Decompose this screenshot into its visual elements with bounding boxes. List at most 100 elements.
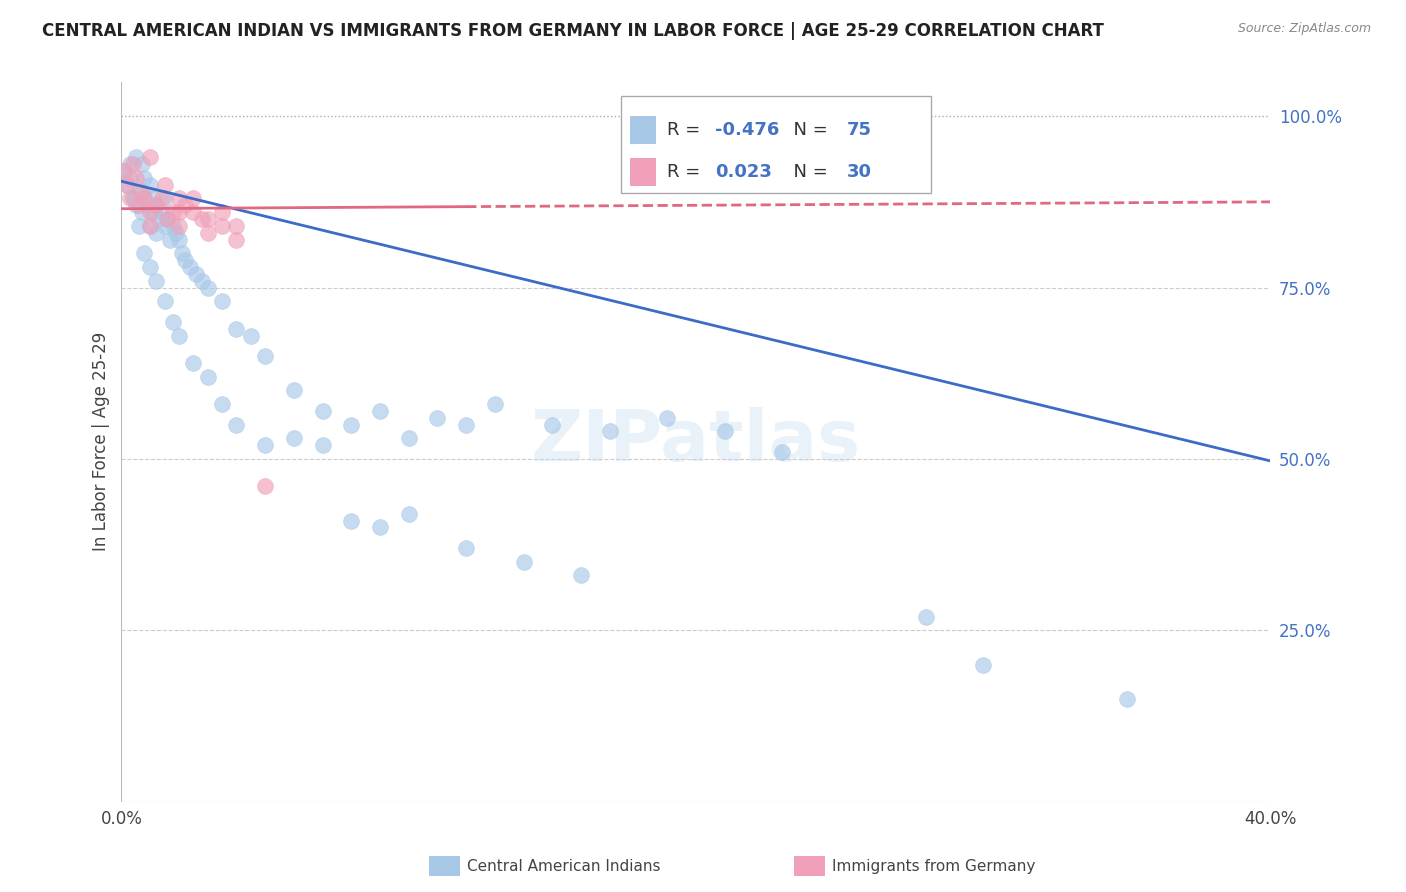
Text: ZIPatlas: ZIPatlas [531, 408, 860, 476]
Point [145, 198, 167, 212]
Text: N =: N = [782, 163, 834, 181]
Text: -0.476: -0.476 [716, 121, 780, 139]
Point [239, 328, 262, 343]
Point [145, 226, 167, 240]
Point [283, 384, 305, 398]
Y-axis label: In Labor Force | Age 25-29: In Labor Force | Age 25-29 [93, 332, 110, 551]
Point [131, 157, 153, 171]
Point [134, 191, 156, 205]
Point [162, 315, 184, 329]
Text: 0.023: 0.023 [716, 163, 772, 181]
Point [254, 479, 277, 493]
Point [134, 191, 156, 205]
Point [484, 397, 506, 411]
Point [173, 198, 195, 212]
Text: 75: 75 [846, 121, 872, 139]
Point [368, 404, 391, 418]
Point [131, 205, 153, 219]
Point [1115, 691, 1137, 706]
Point [541, 417, 564, 432]
Point [512, 555, 534, 569]
Point [122, 191, 145, 205]
Point [225, 233, 247, 247]
Point [139, 178, 162, 192]
Point [426, 410, 449, 425]
Point [398, 431, 420, 445]
Point [972, 657, 994, 672]
Point [148, 212, 170, 227]
Point [340, 514, 363, 528]
Point [156, 212, 179, 227]
Point [128, 198, 150, 212]
Point [311, 438, 333, 452]
Point [254, 349, 277, 363]
Point [914, 609, 936, 624]
Point [136, 198, 159, 212]
Point [115, 178, 138, 192]
Bar [621, 96, 932, 194]
Point [128, 219, 150, 233]
Point [211, 205, 233, 219]
Bar [630, 158, 655, 186]
Point [145, 198, 167, 212]
Point [162, 205, 184, 219]
Point [125, 198, 148, 212]
Point [122, 191, 145, 205]
Text: R =: R = [668, 163, 711, 181]
Point [167, 328, 190, 343]
Point [153, 178, 176, 192]
Point [165, 226, 187, 240]
Point [125, 150, 148, 164]
Point [197, 212, 219, 227]
Point [181, 205, 204, 219]
Point [134, 246, 156, 260]
Point [770, 445, 793, 459]
Point [167, 205, 190, 219]
Point [159, 233, 181, 247]
Text: N =: N = [782, 121, 834, 139]
Point [162, 219, 184, 233]
Text: Central American Indians: Central American Indians [467, 859, 661, 873]
Point [225, 321, 247, 335]
Point [713, 425, 735, 439]
Point [254, 438, 277, 452]
Point [156, 212, 179, 227]
Point [225, 417, 247, 432]
Point [125, 170, 148, 185]
Point [139, 260, 162, 274]
Point [139, 219, 162, 233]
Point [120, 157, 142, 171]
Point [456, 417, 478, 432]
Point [167, 233, 190, 247]
Point [128, 185, 150, 199]
Text: R =: R = [668, 121, 706, 139]
Point [167, 219, 190, 233]
Point [142, 191, 165, 205]
Point [115, 178, 138, 192]
Point [225, 219, 247, 233]
Point [211, 294, 233, 309]
Point [173, 253, 195, 268]
Point [456, 541, 478, 555]
Point [181, 356, 204, 370]
Point [139, 205, 162, 219]
Point [122, 157, 145, 171]
Point [153, 191, 176, 205]
Point [340, 417, 363, 432]
Point [170, 246, 193, 260]
Point [139, 219, 162, 233]
Point [197, 226, 219, 240]
Point [197, 280, 219, 294]
Point [179, 260, 201, 274]
Point [150, 205, 173, 219]
Bar [630, 117, 655, 144]
Point [211, 397, 233, 411]
Point [153, 219, 176, 233]
Point [211, 219, 233, 233]
Text: Source: ZipAtlas.com: Source: ZipAtlas.com [1237, 22, 1371, 36]
Point [112, 164, 135, 178]
Point [398, 507, 420, 521]
Text: Immigrants from Germany: Immigrants from Germany [832, 859, 1036, 873]
Point [191, 274, 214, 288]
Point [368, 520, 391, 534]
